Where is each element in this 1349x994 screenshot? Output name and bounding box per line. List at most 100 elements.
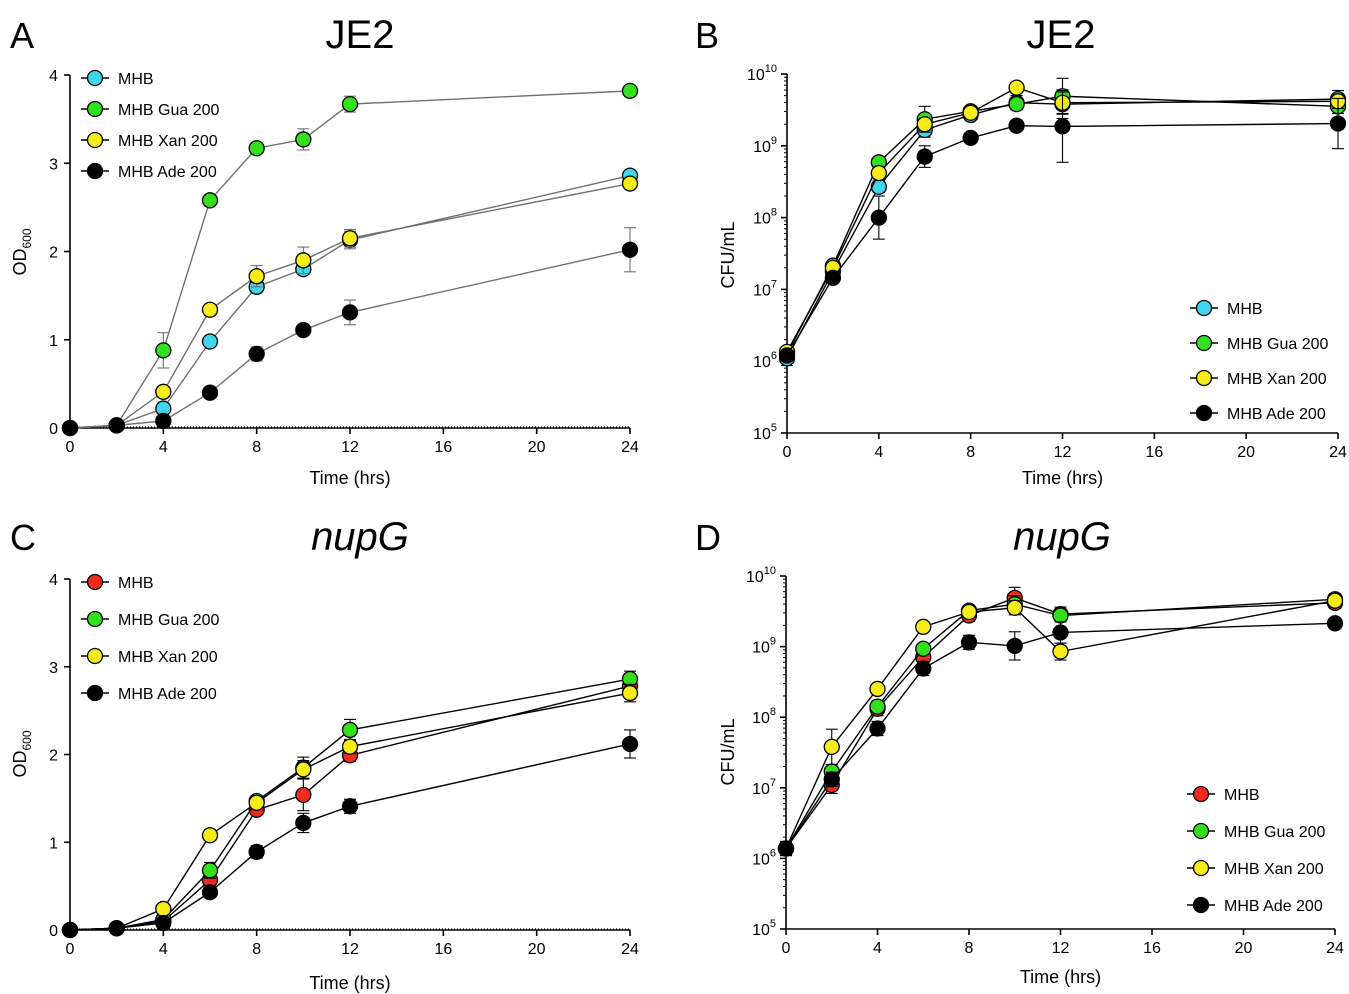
legend-marker — [86, 162, 104, 180]
data-point — [1326, 615, 1344, 632]
legend-label: MHB Xan 200 — [1224, 861, 1324, 878]
y-tick-label: 109 — [752, 636, 776, 657]
data-point — [248, 268, 265, 285]
data-point — [61, 921, 79, 939]
x-tick-label: 0 — [782, 940, 791, 957]
legend-marker — [86, 647, 104, 665]
data-point — [1008, 117, 1025, 134]
x-tick-label: 12 — [1054, 444, 1072, 461]
legend-marker — [1195, 369, 1213, 387]
y-tick-label: 4 — [49, 68, 58, 85]
chart-panel-b: B JE2 0 4 8 12 16 20 24 105 106 107 108 109 1010 Time (… — [695, 13, 1347, 488]
data-point — [341, 95, 359, 113]
data-point — [778, 347, 796, 364]
legend-label: MHB Ade 200 — [118, 164, 217, 181]
x-tick-label: 16 — [434, 439, 452, 456]
data-point — [916, 116, 933, 133]
legend-marker — [1195, 299, 1213, 317]
y-tick-label: 108 — [752, 706, 776, 727]
y-tick-label: 4 — [49, 572, 58, 589]
x-tick-label: 0 — [66, 941, 75, 958]
data-point — [248, 794, 265, 811]
legend-marker — [86, 131, 104, 149]
legend-marker — [86, 100, 104, 118]
data-point — [155, 900, 172, 918]
series-line — [69, 174, 631, 429]
data-point — [1054, 118, 1071, 135]
data-point — [962, 129, 979, 147]
legend-label: MHB Gua 200 — [1224, 824, 1325, 841]
data-point — [295, 321, 312, 339]
legend-marker — [86, 684, 104, 702]
x-tick-label: 8 — [966, 444, 975, 461]
x-axis-label: Time (hrs) — [1020, 967, 1101, 987]
legend-marker — [1192, 822, 1210, 840]
x-tick-label: 12 — [341, 941, 359, 958]
data-point — [341, 721, 359, 739]
x-tick-label: 12 — [341, 439, 359, 456]
data-point — [915, 660, 932, 677]
data-point — [295, 131, 312, 148]
series-mhb-ade-200 — [61, 227, 639, 437]
x-tick-label: 8 — [252, 941, 261, 958]
series-mhb-ade-200 — [61, 729, 639, 939]
y-tick-label: 2 — [49, 748, 58, 765]
series-line — [785, 600, 1336, 849]
data-point — [1329, 115, 1347, 132]
series-mhb-xan-200 — [777, 592, 1344, 857]
data-point — [621, 684, 639, 702]
legend-label: MHB Gua 200 — [1227, 336, 1328, 353]
panel-letter: B — [695, 15, 719, 56]
data-point — [1052, 607, 1069, 624]
chart-title: JE2 — [1027, 13, 1096, 57]
panel-letter: A — [10, 15, 34, 56]
data-point — [201, 333, 219, 350]
y-tick-label: 3 — [49, 156, 58, 173]
data-point — [870, 178, 887, 195]
data-point — [870, 164, 887, 182]
data-point — [869, 720, 886, 737]
series-mhb-ade-200 — [778, 89, 1347, 364]
y-tick-label: 3 — [49, 660, 58, 677]
panel-letter: C — [10, 517, 36, 558]
x-tick-label: 24 — [1329, 444, 1347, 461]
y-tick-label: 1010 — [746, 565, 776, 586]
data-point — [201, 884, 219, 901]
x-tick-label: 16 — [434, 941, 452, 958]
x-tick-label: 20 — [528, 439, 546, 456]
x-tick-label: 24 — [1326, 940, 1344, 957]
chart-title: JE2 — [326, 13, 395, 57]
y-axis-label: CFU/mL — [718, 719, 738, 786]
x-tick-label: 4 — [873, 940, 882, 957]
data-point — [870, 209, 887, 226]
data-point — [1326, 592, 1344, 609]
data-point — [1052, 643, 1069, 660]
legend-marker — [1195, 404, 1213, 422]
data-point — [155, 383, 172, 400]
data-point — [295, 761, 312, 778]
y-tick-label: 105 — [752, 918, 776, 939]
y-axis-label: CFU/mL — [718, 222, 738, 289]
data-point — [201, 192, 219, 209]
panel-a: A JE2 0 4 8 12 16 20 24 0 1 2 3 4 Time (hrs) OD600 MHB MH… — [0, 0, 660, 500]
series-line — [69, 692, 631, 931]
data-point — [295, 814, 312, 832]
data-point — [869, 698, 886, 715]
data-point — [341, 230, 359, 247]
legend-label: MHB — [1227, 301, 1263, 318]
series-line — [69, 249, 631, 429]
legend-marker — [86, 69, 104, 87]
chart-title: nupG — [1013, 515, 1111, 559]
legend: MHB MHB Gua 200 MHB Xan 200 MHB Ade 200 — [81, 573, 219, 703]
legend-label: MHB Xan 200 — [118, 649, 218, 666]
legend-label: MHB Gua 200 — [118, 612, 219, 629]
data-point — [960, 634, 978, 651]
x-tick-label: 4 — [874, 444, 883, 461]
legend-label: MHB — [1224, 787, 1260, 804]
legend-label: MHB Gua 200 — [118, 102, 219, 119]
legend-label: MHB Ade 200 — [118, 686, 217, 703]
legend-marker — [1192, 785, 1210, 803]
data-point — [155, 412, 172, 430]
y-tick-label: 107 — [753, 278, 777, 299]
